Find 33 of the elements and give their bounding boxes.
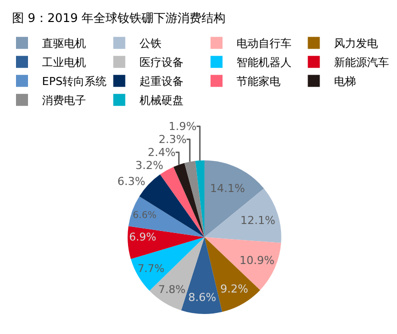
data-label: 6.9% xyxy=(129,230,156,244)
data-label: 14.1% xyxy=(210,182,245,196)
pie-slice xyxy=(184,160,204,238)
legend-label: 节能家电 xyxy=(236,75,281,88)
legend-label: EPS转向系统 xyxy=(42,75,107,88)
legend-label: 电动自行车 xyxy=(236,37,292,50)
pie-slice xyxy=(195,160,204,238)
legend-label: 起重设备 xyxy=(139,75,184,88)
data-label: 8.6% xyxy=(188,291,216,304)
legend-label: 智能机器人 xyxy=(236,56,292,70)
legend-label: 直驱电机 xyxy=(42,37,86,50)
data-label: 6.3% xyxy=(117,174,146,188)
pie-slice xyxy=(128,226,204,260)
legend-label: 消费电子 xyxy=(42,94,86,108)
legend-label: 风力发电 xyxy=(334,37,378,50)
legend-label: 新能源汽车 xyxy=(334,56,389,70)
legend-label: 医疗设备 xyxy=(139,56,184,70)
data-label: 12.1% xyxy=(240,214,276,227)
data-label: 6.6% xyxy=(132,210,157,222)
data-label: 10.9% xyxy=(240,254,274,267)
data-label: 7.7% xyxy=(138,262,164,275)
data-label: 7.8% xyxy=(158,283,186,296)
legend-label: 工业电机 xyxy=(42,56,86,70)
data-label: 1.9% xyxy=(168,120,197,133)
data-label: 2.3% xyxy=(158,132,187,146)
chart-title: 图 9：2019 年全球钕铁硼下游消费结构 xyxy=(12,10,226,25)
data-label: 3.2% xyxy=(135,158,164,172)
pie-slice xyxy=(174,162,204,238)
legend-label: 公铁 xyxy=(139,37,162,50)
data-label: 9.2% xyxy=(220,282,248,296)
data-label: 2.4% xyxy=(148,146,176,159)
legend-label: 机械硬盘 xyxy=(139,94,184,108)
legend-label: 电梯 xyxy=(334,75,356,88)
